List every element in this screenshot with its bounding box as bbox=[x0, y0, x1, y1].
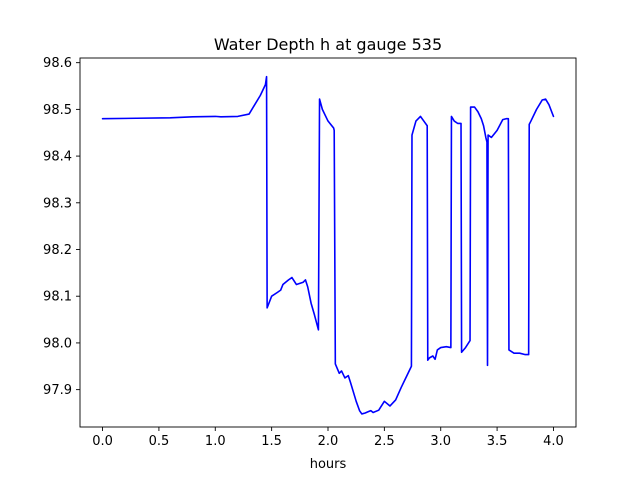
series-layer bbox=[101, 75, 555, 415]
x-tick-label: 1.5 bbox=[261, 434, 282, 449]
y-tick-label: 98.4 bbox=[43, 150, 72, 165]
x-tick-label: 0.0 bbox=[92, 434, 113, 449]
x-tick-label: 3.0 bbox=[430, 434, 451, 449]
x-tick-label: 0.5 bbox=[149, 434, 170, 449]
y-tick-label: 98.5 bbox=[43, 103, 72, 118]
x-tick-label: 4.0 bbox=[543, 434, 564, 449]
x-axis: 0.0 0.5 1.0 1.5 2.0 2.5 3.0 3.5 4.0 bbox=[92, 427, 564, 449]
x-tick-label: 1.0 bbox=[205, 434, 226, 449]
chart-title: Water Depth h at gauge 535 bbox=[214, 35, 442, 54]
x-tick-label: 3.5 bbox=[487, 434, 508, 449]
series-line-0 bbox=[101, 75, 555, 415]
y-tick-label: 98.6 bbox=[43, 56, 72, 71]
x-axis-label: hours bbox=[310, 457, 347, 472]
x-tick-label: 2.5 bbox=[374, 434, 395, 449]
y-tick-label: 97.9 bbox=[43, 383, 72, 398]
y-tick-label: 98.1 bbox=[43, 290, 72, 305]
y-axis: 97.9 98.0 98.1 98.2 98.3 98.4 98.5 98.6 bbox=[43, 56, 80, 398]
y-tick-label: 98.3 bbox=[43, 196, 72, 211]
x-tick-label: 2.0 bbox=[318, 434, 339, 449]
y-tick-label: 98.2 bbox=[43, 243, 72, 258]
y-tick-label: 98.0 bbox=[43, 336, 72, 351]
